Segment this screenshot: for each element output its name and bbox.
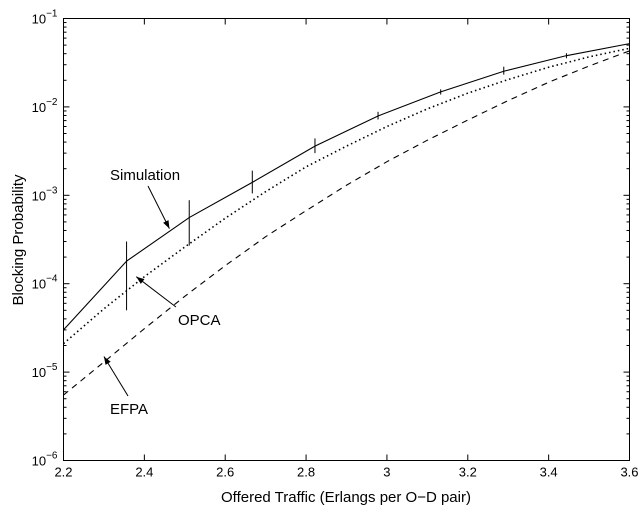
x-tick-label: 3.4 <box>540 465 558 480</box>
opca-arrow-line <box>135 276 177 308</box>
opca-annotation-label: OPCA <box>178 312 221 329</box>
y-tick-label: 10−2 <box>32 97 58 115</box>
opca-series-line <box>62 47 630 345</box>
x-tick-label: 2.2 <box>54 465 72 480</box>
y-tick-label: 10−5 <box>32 362 58 380</box>
efpa-arrow-head <box>103 356 111 365</box>
x-tick-label: 3.6 <box>620 465 638 480</box>
x-tick-label: 2.6 <box>216 465 234 480</box>
plot-frame <box>63 18 630 461</box>
simulation-annotation-label: Simulation <box>110 167 180 184</box>
y-tick-label: 10−6 <box>32 451 58 469</box>
x-tick-label: 3.2 <box>459 465 477 480</box>
efpa-series-line <box>63 50 630 396</box>
y-axis-label: Blocking Probability <box>10 174 27 305</box>
y-tick-label: 10−4 <box>32 274 58 292</box>
y-tick-label: 10−3 <box>32 185 58 203</box>
simulation-series-line <box>63 43 630 331</box>
x-tick-label: 3 <box>383 465 390 480</box>
x-tick-label: 2.4 <box>135 465 153 480</box>
x-axis-label: Offered Traffic (Erlangs per O−D pair) <box>221 489 471 506</box>
simulation-arrow-head <box>163 220 170 229</box>
opca-arrow-head <box>136 276 145 284</box>
efpa-annotation-label: EFPA <box>110 401 148 418</box>
y-tick-label: 10−1 <box>32 9 58 27</box>
x-tick-label: 2.8 <box>297 465 315 480</box>
